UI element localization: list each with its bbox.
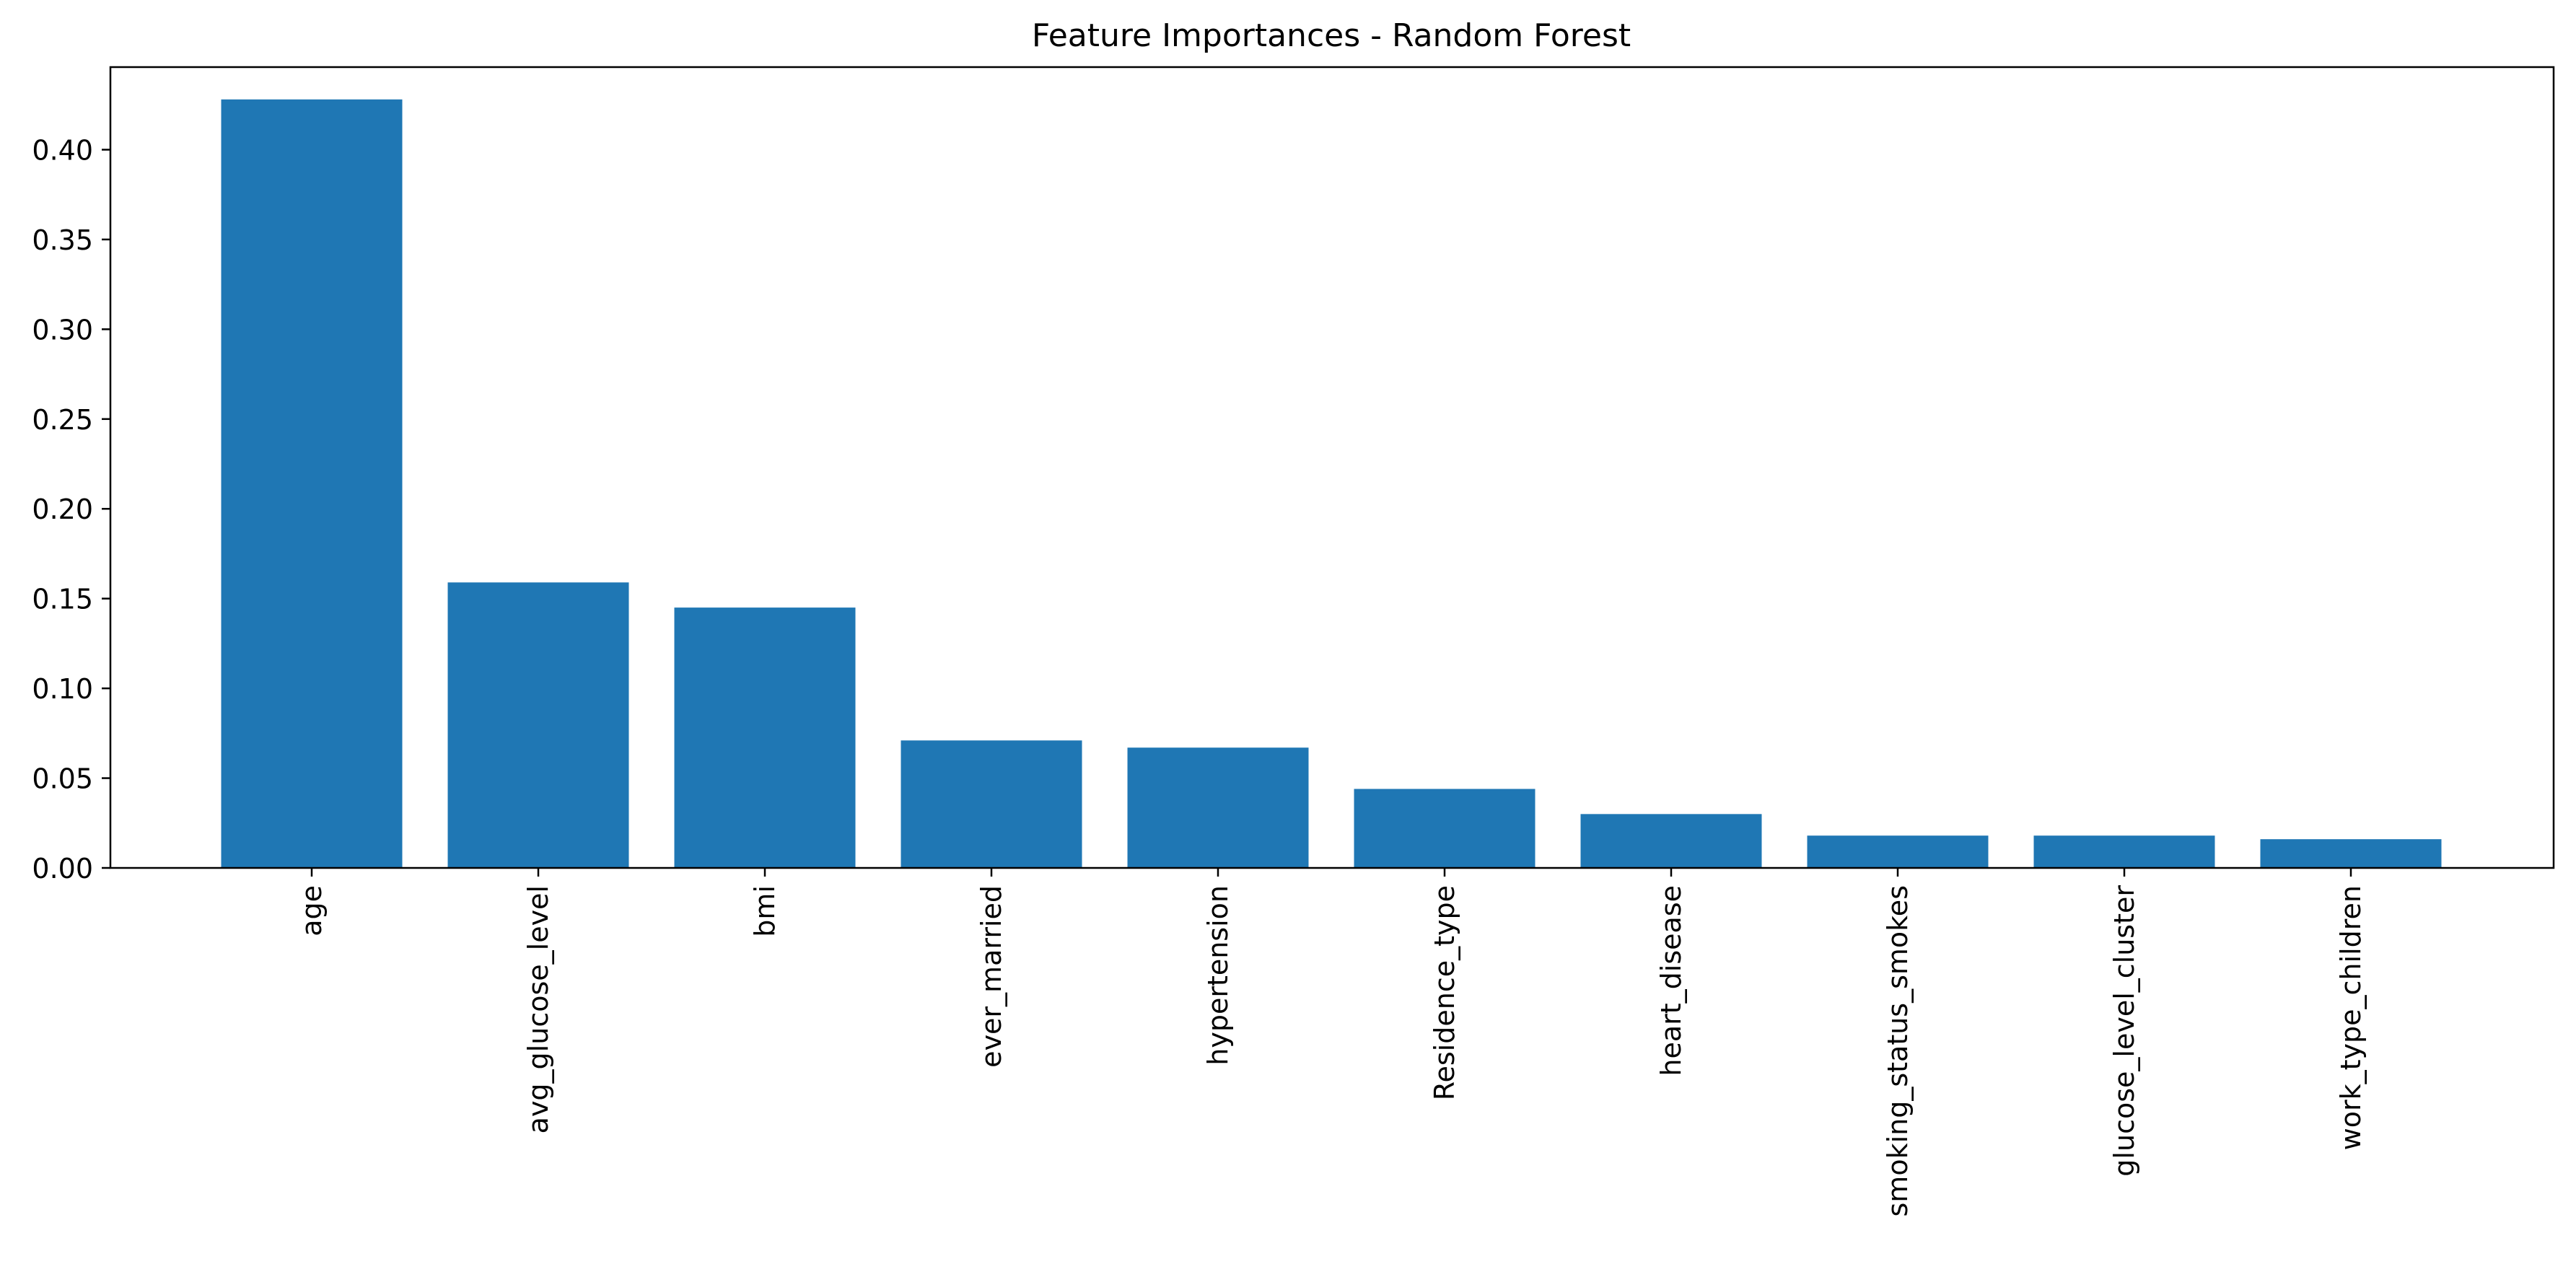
y-tick-label: 0.25 [32, 404, 93, 436]
chart-title: Feature Importances - Random Forest [1032, 17, 1631, 54]
y-tick-label: 0.35 [32, 224, 93, 256]
bar-smoking_status_smokes [1807, 835, 1989, 868]
bar-work_type_children [2260, 839, 2442, 868]
x-tick-label: work_type_children [2335, 885, 2367, 1150]
x-tick-label: smoking_status_smokes [1882, 885, 1914, 1217]
x-tick-label: bmi [749, 885, 781, 937]
bar-ever_married [901, 740, 1082, 868]
bar-hypertension [1127, 747, 1309, 868]
y-tick-label: 0.00 [32, 853, 93, 885]
y-tick-label: 0.40 [32, 134, 93, 166]
y-tick-label: 0.15 [32, 584, 93, 615]
bars-group [221, 99, 2442, 868]
bar-glucose_level_cluster [2033, 835, 2215, 868]
x-tick-label: hypertension [1202, 885, 1234, 1066]
x-tick-label: avg_glucose_level [522, 885, 554, 1133]
plot-frame [109, 66, 2555, 869]
y-tick-label: 0.05 [32, 763, 93, 795]
bar-age [221, 99, 403, 868]
bar-avg_glucose_level [447, 582, 629, 868]
y-axis: 0.00 0.05 0.10 0.15 0.20 0.25 0.30 0.35 0.40 [32, 134, 110, 885]
bar-Residence_type [1354, 789, 1535, 868]
x-tick-label: ever_married [976, 885, 1007, 1068]
bar-bmi [674, 607, 856, 868]
y-tick-label: 0.30 [32, 314, 93, 346]
x-tick-label: heart_disease [1655, 885, 1687, 1076]
x-tick-label: age [296, 885, 328, 936]
x-axis: age avg_glucose_level bmi ever_married hyper… [296, 868, 2367, 1217]
y-tick-label: 0.20 [32, 493, 93, 525]
x-tick-label: Residence_type [1429, 885, 1460, 1100]
bar-heart_disease [1580, 814, 1762, 868]
y-tick-label: 0.10 [32, 673, 93, 705]
x-tick-label: glucose_level_cluster [2108, 885, 2140, 1177]
